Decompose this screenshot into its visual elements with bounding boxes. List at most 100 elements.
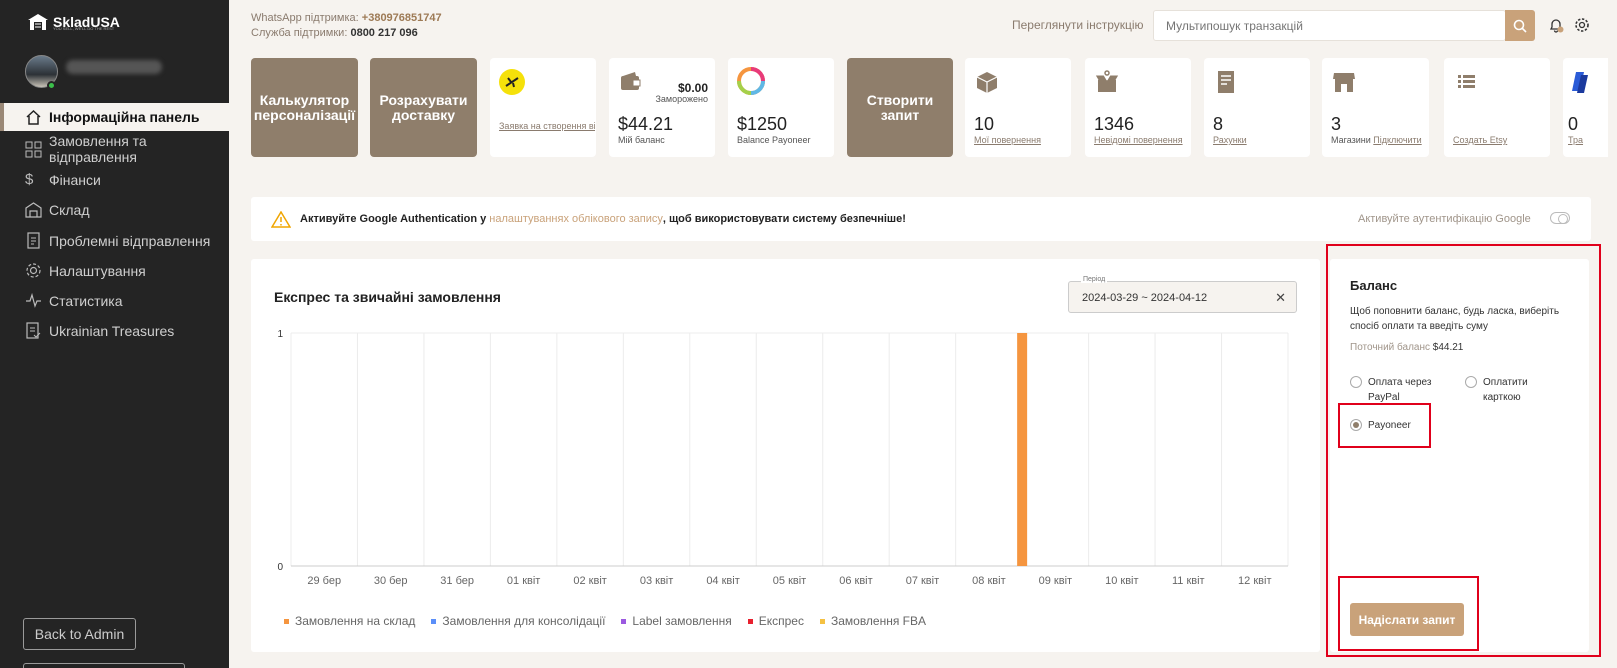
chart-title: Експрес та звичайні замовлення: [274, 289, 501, 305]
x-tick-label: 01 квіт: [507, 575, 540, 587]
legend-item[interactable]: Замовлення FBA: [819, 614, 926, 628]
my-balance-card[interactable]: $0.00 Заморожено $44.21 Мій баланс: [609, 58, 715, 157]
radio-circle[interactable]: [1465, 376, 1477, 388]
sidebar-item-problem-shipments[interactable]: Проблемні відправлення: [0, 231, 229, 251]
support-label: Служба підтримки:: [251, 27, 348, 39]
x-tick-label: 08 квіт: [972, 575, 1005, 587]
sidebar-secondary-button[interactable]: [23, 663, 185, 668]
box-icon: [976, 72, 998, 93]
create-request-button[interactable]: Створити запит: [847, 58, 953, 157]
chart-legend: Замовлення на склад Замовлення для консол…: [284, 614, 926, 628]
logo-icon: [28, 14, 48, 30]
my-returns-card[interactable]: 10 Мої повернення: [965, 58, 1071, 157]
clear-period-icon[interactable]: ✕: [1275, 290, 1286, 305]
legend-item[interactable]: Експрес: [747, 614, 804, 628]
period-picker[interactable]: Період 2024-03-29 ~ 2024-04-12 ✕: [1068, 276, 1297, 313]
create-etsy-link[interactable]: Создать Etsy: [1453, 135, 1508, 145]
radio-circle-selected[interactable]: [1350, 419, 1362, 431]
calculate-delivery-button[interactable]: Розрахувати доставку: [370, 58, 477, 157]
invoices-link[interactable]: Рахунки: [1213, 135, 1247, 145]
bell-icon[interactable]: [1548, 17, 1564, 33]
x-tick-label: 10 квіт: [1105, 575, 1138, 587]
checklist-icon: [26, 322, 41, 339]
send-request-button[interactable]: Надіслати запит: [1350, 603, 1464, 636]
sidebar-item-dashboard[interactable]: Інформаційна панель: [0, 103, 229, 131]
sidebar-item-finance[interactable]: $ Фінанси: [0, 170, 229, 190]
legend-swatch: [431, 619, 437, 625]
sidebar: SkladUSA YOU SELL, WE'LL DO THE REST Інф…: [0, 0, 229, 668]
legend-item[interactable]: Замовлення для консолідації: [431, 614, 605, 628]
whatsapp-number[interactable]: +380976851747: [361, 12, 442, 24]
sidebar-item-label: Проблемні відправлення: [49, 233, 211, 249]
returns-value: 10: [974, 114, 995, 134]
sidebar-item-settings[interactable]: Налаштування: [0, 261, 229, 281]
plane-icon: [499, 69, 525, 95]
payoneer-value: $1250: [737, 114, 788, 134]
sidebar-item-warehouse[interactable]: Склад: [0, 200, 229, 220]
legend-swatch: [284, 619, 289, 625]
create-etsy-card[interactable]: Создать Etsy: [1444, 58, 1550, 157]
sidebar-item-label: Налаштування: [49, 263, 146, 279]
unknown-returns-link[interactable]: Невідомі повернення: [1094, 135, 1183, 145]
virtual-card-card[interactable]: Заявка на створення віртуальної карти: [490, 58, 596, 157]
orders-chart-panel: Експрес та звичайні замовлення Період 20…: [251, 259, 1320, 652]
payoneer-balance-card[interactable]: $1250 Balance Payoneer: [728, 58, 834, 157]
partial-card[interactable]: 0 Тра: [1563, 58, 1608, 157]
google-auth-toggle[interactable]: [1550, 212, 1570, 224]
scrollbar[interactable]: [1608, 0, 1617, 668]
sidebar-item-orders[interactable]: Замовлення та відправлення: [0, 132, 229, 166]
x-tick-label: 09 квіт: [1039, 575, 1072, 587]
support-info: WhatsApp підтримка: +380976851747 Служба…: [251, 11, 442, 41]
unknown-returns-card[interactable]: 1346 Невідомі повернення: [1085, 58, 1191, 157]
shops-card[interactable]: 3 Магазини Підключити: [1322, 58, 1429, 157]
radio-payoneer-label: Payoneer: [1368, 420, 1411, 431]
x-tick-label: 04 квіт: [706, 575, 739, 587]
current-balance-value: $44.21: [1432, 342, 1464, 353]
balance-description: Щоб поповнити баланс, будь ласка, вибері…: [1350, 306, 1560, 332]
virtual-card-link[interactable]: Заявка на створення віртуальної карти: [499, 121, 596, 131]
whatsapp-label: WhatsApp підтримка:: [251, 12, 359, 24]
highlight-balance-panel: [1326, 244, 1601, 657]
alert-text-before: Активуйте Google Authentication у: [300, 213, 490, 225]
support-number[interactable]: 0800 217 096: [350, 27, 418, 39]
instructions-link[interactable]: Переглянути інструкцію: [1012, 18, 1144, 32]
partial-card-link[interactable]: Тра: [1568, 135, 1584, 145]
brand-logo[interactable]: SkladUSA YOU SELL, WE'LL DO THE REST: [27, 12, 120, 32]
radio-paypal-label: Оплата через PayPal: [1368, 377, 1432, 403]
shops-connect-link[interactable]: Підключити: [1373, 135, 1422, 145]
sidebar-item-ukrainian-treasures[interactable]: Ukrainian Treasures: [0, 321, 229, 341]
account-settings-link[interactable]: налаштуваннях облікового запису: [489, 213, 663, 225]
wallet-icon: [621, 72, 641, 90]
unknown-returns-value: 1346: [1094, 114, 1135, 134]
x-tick-label: 05 квіт: [773, 575, 806, 587]
user-name-blurred[interactable]: [66, 60, 162, 74]
search-button[interactable]: [1505, 10, 1535, 41]
invoice-icon: [1218, 71, 1234, 93]
invoices-value: 8: [1213, 114, 1224, 134]
settings-icon[interactable]: [1574, 17, 1590, 33]
radio-paypal[interactable]: Оплата через PayPal: [1350, 375, 1450, 405]
legend-swatch: [621, 619, 627, 625]
payment-icon: [1572, 72, 1588, 93]
back-to-admin-button[interactable]: Back to Admin: [23, 618, 136, 650]
balance-panel: Баланс Щоб поповнити баланс, будь ласка,…: [1330, 259, 1589, 652]
radio-payoneer[interactable]: Payoneer: [1350, 418, 1411, 433]
balance-title: Баланс: [1350, 278, 1398, 293]
current-balance-label: Поточний баланс: [1350, 342, 1430, 353]
sidebar-item-statistics[interactable]: Статистика: [0, 291, 229, 311]
returns-link[interactable]: Мої повернення: [974, 135, 1041, 145]
invoices-card[interactable]: 8 Рахунки: [1204, 58, 1310, 157]
document-icon: [27, 232, 40, 249]
legend-item[interactable]: Замовлення на склад: [284, 614, 415, 628]
personalization-calculator-button[interactable]: Калькулятор персоналізації: [251, 58, 358, 157]
radio-card[interactable]: Оплатити карткою: [1465, 375, 1565, 405]
sidebar-item-label: Статистика: [49, 293, 123, 309]
legend-item[interactable]: Label замовлення: [621, 614, 732, 628]
search-input[interactable]: [1153, 10, 1506, 41]
gear-icon: [26, 263, 41, 278]
radio-card-label: Оплатити карткою: [1483, 377, 1528, 403]
radio-circle[interactable]: [1350, 376, 1362, 388]
legend-label: Замовлення для консолідації: [442, 614, 606, 628]
warehouse-icon: [25, 202, 42, 218]
sidebar-item-label: Склад: [49, 202, 90, 218]
